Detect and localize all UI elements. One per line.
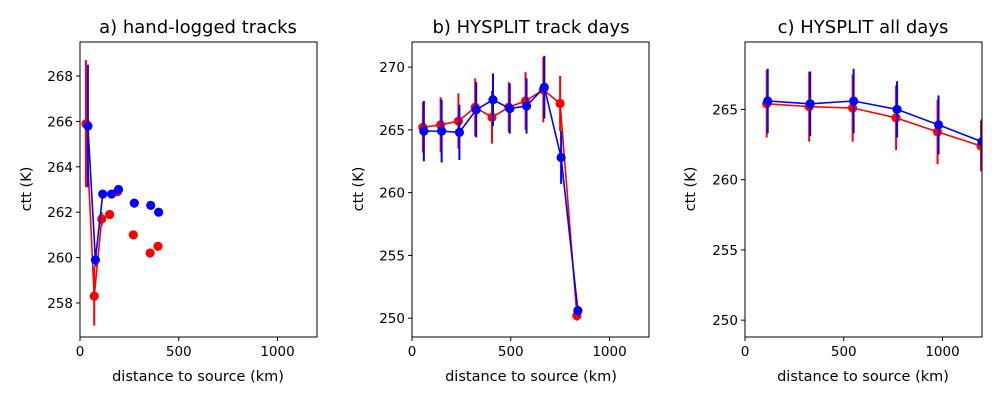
panel-b-ytick-label: 250	[379, 311, 405, 327]
panel-b-series-red-point	[555, 98, 565, 109]
panel-a-series-red-point	[145, 248, 155, 258]
panel-a-xlabel: distance to source (km)	[112, 369, 284, 385]
panel-b-xtick-label: 500	[498, 344, 524, 360]
panel-a-series-blue-point	[113, 184, 124, 195]
panel-c-series-blue-point	[892, 104, 902, 115]
panel-a-frame	[79, 41, 318, 338]
panel-a-series-blue	[83, 64, 164, 267]
panel-b-xlabel: distance to source (km)	[445, 369, 617, 385]
panel-c-series-blue-point	[933, 120, 944, 130]
panel-a-ytick-label: 260	[47, 251, 73, 267]
panel-b-xtick-label: 1000	[592, 344, 626, 360]
panel-b-series-blue-point	[488, 95, 498, 105]
panel-c-ylabel: ctt (K)	[683, 167, 699, 212]
panel-a-xtick-label: 1000	[260, 344, 294, 360]
panel-c-plot-area	[762, 68, 982, 172]
panel-a-xtick-label: 500	[166, 344, 192, 360]
panel-c-ytick-label: 250	[712, 313, 738, 329]
panel-c-xtick-label: 500	[831, 344, 857, 360]
panel-c-frame	[744, 41, 983, 338]
panel-a-series-blue-point	[98, 189, 108, 199]
panel-a-ytick-label: 268	[47, 69, 73, 85]
panel-c: c) HYSPLIT all days distance to source (…	[683, 17, 983, 385]
panel-b-ytick-label: 260	[379, 186, 405, 202]
panel-b-series-red-line	[422, 88, 578, 316]
panel-b-series-blue-point	[556, 152, 566, 163]
panel-a-ylabel: ctt (K)	[19, 167, 35, 212]
panel-c-ytick-label: 260	[712, 173, 738, 189]
panel-a-ytick-label: 258	[47, 296, 73, 312]
panel-c-series-blue-point	[805, 99, 815, 109]
panel-b-series-blue-point	[471, 105, 481, 115]
panel-a-title: a) hand-logged tracks	[99, 17, 297, 38]
panel-a-series-blue-point	[83, 121, 93, 131]
panel-b-xtick-label: 0	[408, 344, 417, 360]
panel-c-ytick-label: 255	[712, 243, 738, 259]
panel-b-series-blue-point	[573, 306, 583, 316]
panel-a-series-blue-point	[90, 255, 101, 265]
panel-a-series-blue-point	[129, 198, 139, 208]
panel-c-series-blue-point	[763, 96, 773, 106]
panel-a: a) hand-logged tracks distance to source…	[19, 17, 318, 385]
panel-c-xtick-label: 0	[741, 344, 750, 360]
panel-c-series-red-line	[766, 103, 982, 147]
panel-a-series-blue-point	[154, 207, 164, 217]
panel-b-series-blue-point	[505, 103, 515, 114]
panel-b-ylabel: ctt (K)	[351, 167, 367, 212]
panel-b-series-blue-point	[437, 126, 447, 136]
panel-a-series-red-point	[128, 230, 138, 240]
panel-b-series-blue-point	[419, 126, 429, 136]
panel-a-series-blue-point	[107, 189, 117, 199]
panel-a-ytick-label: 266	[47, 114, 73, 130]
panel-c-series-blue	[763, 68, 982, 165]
panel-b-series-blue-point	[454, 127, 464, 137]
panel-c-title: c) HYSPLIT all days	[778, 17, 949, 38]
panel-b-plot-area	[418, 55, 583, 321]
panel-a-ytick-label: 264	[47, 160, 73, 176]
panel-c-series-blue-point	[977, 137, 982, 147]
panel-a-series-red-point	[105, 209, 115, 220]
panel-c-series-blue-line	[767, 100, 982, 143]
panel-b-ytick-label: 255	[379, 248, 405, 264]
panel-b-title: b) HYSPLIT track days	[432, 17, 629, 38]
panel-b-frame	[411, 41, 650, 338]
panel-b-series-blue	[419, 55, 583, 316]
panel-b-series-blue-line	[423, 85, 579, 311]
panel-a-plot-area	[81, 60, 164, 326]
panel-a-xtick-label: 0	[76, 344, 85, 360]
panel-a-ytick-label: 262	[47, 205, 73, 221]
panel-a-series-red-point	[97, 214, 107, 224]
panel-c-series-blue-point	[849, 96, 859, 106]
panel-c-xlabel: distance to source (km)	[777, 369, 949, 385]
panel-c-ytick-label: 265	[712, 102, 738, 118]
panel-b-ytick-label: 270	[379, 60, 405, 76]
panel-a-series-red-point	[153, 241, 163, 251]
panel-a-series-blue-point	[146, 200, 156, 210]
panel-c-xtick-label: 1000	[925, 344, 959, 360]
panel-a-series-red-point	[89, 291, 99, 301]
panel-b-series-blue-point	[521, 101, 532, 111]
panel-b-ytick-label: 265	[379, 123, 405, 139]
panel-b-series-blue-point	[539, 82, 549, 92]
panel-b: b) HYSPLIT track days distance to source…	[351, 17, 650, 385]
